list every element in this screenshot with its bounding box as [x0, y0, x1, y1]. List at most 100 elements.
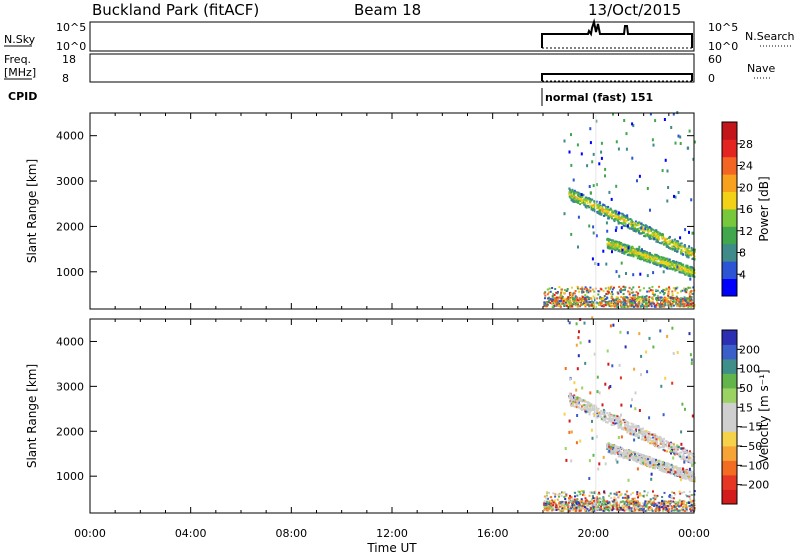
data-cell: [630, 430, 633, 432]
data-cell: [648, 229, 651, 232]
data-cell: [640, 494, 642, 497]
data-cell: [552, 507, 555, 510]
data-cell: [634, 220, 637, 223]
data-cell: [605, 506, 608, 509]
data-cell: [608, 501, 611, 504]
data-cell: [570, 190, 573, 194]
data-cell: [611, 293, 614, 296]
data-cell: [615, 417, 618, 419]
data-cell: [651, 289, 654, 292]
data-cell: [672, 287, 675, 290]
data-cell: [611, 214, 614, 217]
data-cell: [685, 456, 688, 459]
data-cell: [685, 252, 688, 255]
data-cell: [611, 290, 613, 293]
data-cell: [620, 305, 623, 308]
data-cell: [643, 490, 646, 493]
data-cell: [648, 336, 651, 340]
data-cell: [636, 507, 639, 510]
data-cell: [565, 303, 568, 306]
data-cell: [638, 409, 641, 412]
data-cell: [672, 469, 675, 472]
data-cell: [584, 204, 587, 207]
data-cell: [605, 214, 608, 217]
data-cell: [648, 465, 651, 468]
data-cell: [678, 468, 681, 471]
data-cell: [610, 497, 613, 499]
colorbar-tick-label: 200: [739, 343, 760, 356]
data-cell: [664, 237, 667, 240]
data-cell: [662, 509, 665, 512]
data-cell: [658, 297, 661, 300]
data-cell: [674, 505, 677, 508]
data-cell: [624, 456, 627, 459]
data-cell: [619, 450, 622, 453]
data-cell: [663, 506, 666, 509]
data-cell: [646, 461, 649, 464]
data-cell: [662, 507, 665, 510]
data-cell: [563, 304, 566, 307]
data-cell: [620, 248, 623, 251]
data-cell: [687, 299, 690, 302]
data-cell: [632, 425, 634, 428]
data-cell: [598, 508, 601, 511]
data-cell: [663, 305, 666, 308]
data-cell: [685, 300, 688, 303]
data-cell: [642, 505, 645, 508]
data-cell: [597, 302, 600, 305]
data-cell: [562, 491, 565, 494]
data-cell: [571, 507, 574, 510]
data-cell: [631, 156, 634, 160]
data-cell: [609, 420, 612, 423]
nsky-strip: N.Sky 10^5 10^0 10^5 10^0 N.Search: [4, 18, 795, 53]
data-cell: [656, 238, 658, 241]
data-cell: [584, 410, 587, 413]
data-cell: [612, 323, 615, 327]
data-cell: [647, 440, 649, 443]
data-cell: [638, 300, 641, 303]
data-cell: [655, 496, 658, 499]
data-cell: [647, 431, 650, 433]
data-cell: [652, 143, 655, 147]
data-cell: [592, 301, 595, 304]
data-cell: [649, 208, 651, 212]
data-cell: [582, 303, 584, 306]
data-cell: [562, 502, 565, 505]
data-cell: [598, 303, 601, 306]
data-cell: [653, 433, 656, 436]
data-cell: [578, 504, 581, 507]
data-cell: [573, 189, 576, 192]
data-cell: [583, 503, 586, 506]
data-cell: [545, 497, 548, 500]
data-cell: [618, 417, 621, 420]
data-cell: [661, 445, 664, 448]
data-cell: [644, 224, 647, 227]
data-cell: [617, 426, 620, 429]
data-cell: [580, 490, 583, 492]
data-cell: [685, 264, 688, 267]
data-cell: [668, 259, 671, 262]
data-cell: [629, 432, 632, 435]
data-cell: [674, 303, 677, 306]
data-cell: [688, 270, 691, 273]
data-cell: [630, 454, 632, 456]
data-cell: [620, 296, 623, 299]
data-cell: [588, 339, 591, 343]
data-cell: [666, 243, 669, 246]
data-cell: [669, 472, 672, 475]
data-cell: [573, 197, 576, 200]
data-cell: [546, 301, 549, 304]
data-cell: [690, 305, 693, 308]
colorbar-tick-label: 8: [739, 247, 746, 260]
data-cell: [622, 223, 625, 225]
data-cell: [548, 299, 551, 302]
data-cell: [659, 264, 662, 268]
data-cell: [667, 304, 670, 307]
data-cell: [624, 422, 627, 425]
data-cell: [658, 304, 661, 307]
data-cell: [562, 509, 565, 512]
data-cell: [596, 410, 599, 413]
data-cell: [645, 299, 648, 301]
data-cell: [569, 500, 572, 503]
data-cell: [685, 255, 688, 258]
